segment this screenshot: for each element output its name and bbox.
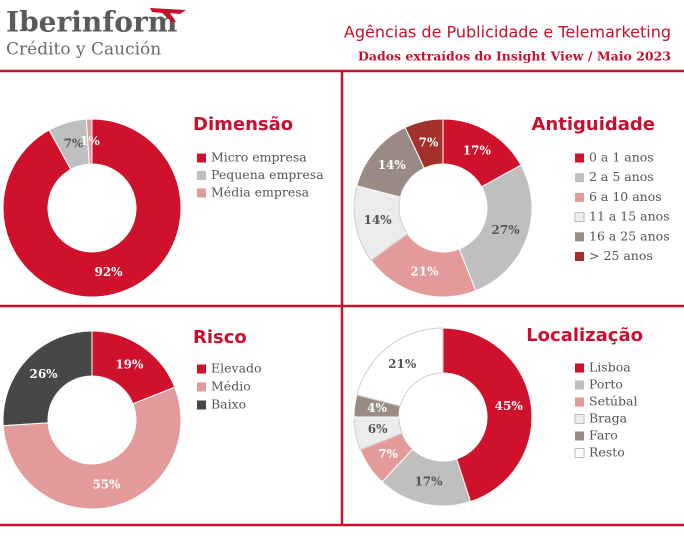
value-label: 17% [463,143,492,157]
value-label: 27% [492,223,521,237]
legend-swatch [197,400,206,410]
legend-label: Micro empresa [211,150,307,165]
chart-title: Antiguidade [531,114,655,135]
value-label: 7% [64,137,84,151]
donut-slice [458,164,533,292]
legend-swatch [197,364,206,374]
value-label: 14% [378,158,407,172]
page-title: Agências de Publicidade e Telemarketing [344,23,671,42]
value-label: 7% [419,136,439,150]
legend-swatch [197,188,206,198]
logo-tagline: Crédito y Caución [6,40,161,60]
legend-swatch [575,153,584,163]
legend-swatch [197,382,206,392]
legend-swatch [575,232,584,242]
donut-slice [85,118,93,165]
chart-title: Localização [526,325,643,346]
legend-label: Pequena empresa [211,167,324,182]
legend-swatch [575,380,584,390]
legend-label: 6 a 10 anos [589,189,662,204]
value-label: 14% [364,213,393,227]
legend-label: Resto [589,445,625,460]
value-label: 19% [115,357,144,371]
value-label: 26% [29,367,58,381]
legend-swatch [197,153,206,163]
logo-icon [150,8,186,22]
legend-swatch [575,173,584,183]
donut-slice [442,327,533,503]
donut-slice [356,327,444,407]
legend-swatch [575,252,584,261]
legend-swatch [575,192,584,202]
legend-swatch [574,212,585,223]
legend-label: 0 a 1 anos [589,150,654,165]
value-label: 7% [378,447,398,461]
value-label: 55% [92,477,121,491]
donut-slice [404,118,444,169]
legend-label: 16 a 25 anos [589,228,670,243]
legend-label: Média empresa [211,185,310,200]
legend-label: 11 a 15 anos [589,209,670,224]
legend-swatch [197,171,206,180]
donut-slice [2,118,182,298]
legend-label: Faro [589,428,618,443]
legend-label: Baixo [211,397,246,412]
value-label: 21% [410,264,439,278]
value-label: 45% [495,399,524,413]
value-label: 21% [388,357,417,371]
logo: Iberinform [6,6,177,39]
legend-swatch [575,397,584,407]
legend-label: Porto [589,377,623,392]
value-label: 6% [368,422,388,436]
value-label: 4% [367,401,387,415]
legend-label: > 25 anos [589,248,653,263]
legend-swatch [574,414,585,424]
legend-swatch [575,363,584,373]
legend-label: Setúbal [589,394,638,409]
legend-label: Braga [589,411,628,426]
legend-label: Médio [211,379,251,394]
legend-label: Elevado [211,361,262,376]
legend-swatch [574,448,585,458]
legend-label: Lisboa [589,360,631,375]
chart-title: Dimensão [193,114,293,135]
donut-slice [2,330,93,427]
value-label: 17% [414,474,443,488]
value-label: 92% [94,265,123,279]
legend-label: 2 a 5 anos [589,169,654,184]
value-label: 1% [80,134,100,148]
page-subtitle: Dados extraídos do Insight View / Maio 2… [358,49,671,64]
donut-slice [2,386,182,510]
legend-swatch [575,431,584,441]
chart-title: Risco [193,327,247,348]
